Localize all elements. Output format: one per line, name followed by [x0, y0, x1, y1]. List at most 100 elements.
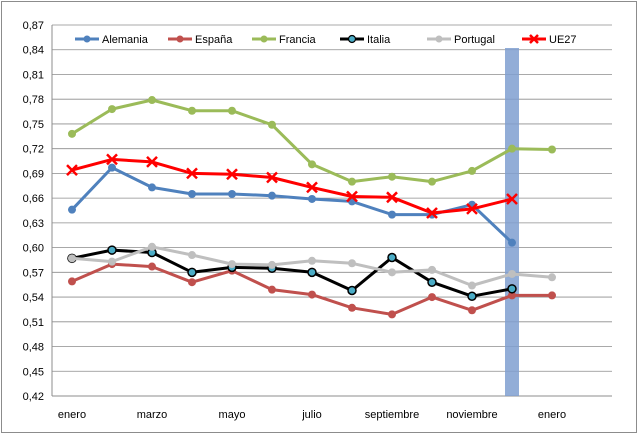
- y-tick-label: 0,60: [23, 243, 44, 255]
- y-tick-label: 0,66: [23, 193, 44, 205]
- data-point-portugal: [308, 256, 316, 265]
- legend-marker-francia: [260, 35, 268, 43]
- data-point-italia: [307, 267, 317, 278]
- data-point-ue27: [66, 164, 78, 176]
- data-point-ue27: [386, 191, 398, 204]
- data-point-portugal: [108, 257, 116, 266]
- data-point-ue27: [266, 171, 278, 184]
- legend-label-alemania: Alemania: [102, 34, 149, 46]
- x-tick-label: mayo: [219, 409, 246, 421]
- y-tick-label: 0,48: [23, 342, 44, 354]
- data-point-espana: [188, 278, 196, 287]
- data-point-francia: [348, 177, 356, 186]
- data-point-portugal: [428, 265, 436, 274]
- series-line-italia: [71, 248, 513, 298]
- data-point-espana: [428, 293, 436, 302]
- data-point-ue27: [346, 190, 358, 203]
- data-point-portugal: [228, 260, 236, 269]
- x-tick-label: julio: [301, 409, 322, 421]
- data-point-espana: [348, 303, 356, 312]
- data-point-francia: [68, 129, 76, 138]
- data-point-ue27: [466, 202, 478, 215]
- data-point-espana: [308, 290, 316, 299]
- data-point-francia: [268, 120, 276, 129]
- y-tick-label: 0,75: [23, 119, 44, 131]
- x-tick-label: enero: [538, 409, 566, 421]
- data-point-espana: [148, 262, 156, 271]
- data-point-portugal: [148, 242, 156, 251]
- data-point-ue27: [306, 181, 318, 194]
- legend-marker-portugal: [435, 35, 443, 43]
- data-point-francia: [428, 177, 436, 186]
- y-tick-label: 0,87: [23, 20, 44, 32]
- data-point-alemania: [108, 163, 116, 172]
- data-point-portugal: [188, 251, 196, 260]
- data-point-alemania: [268, 191, 276, 200]
- data-point-ue27: [226, 168, 238, 181]
- data-point-espana: [468, 306, 476, 315]
- data-point-espana: [548, 291, 556, 300]
- y-tick-label: 0,78: [23, 94, 44, 106]
- data-point-francia: [468, 166, 476, 175]
- data-point-francia: [108, 105, 116, 114]
- y-tick-label: 0,42: [23, 391, 44, 403]
- y-tick-label: 0,45: [23, 366, 44, 378]
- data-point-alemania: [68, 205, 76, 214]
- data-point-italia: [187, 267, 197, 278]
- legend-label-ue27: UE27: [549, 34, 577, 46]
- y-tick-label: 0,69: [23, 168, 44, 180]
- series-line-ue27: [71, 157, 513, 215]
- legend-marker-ue27: [529, 34, 539, 44]
- data-point-ue27: [146, 155, 158, 168]
- y-tick-label: 0,81: [23, 69, 44, 81]
- y-tick-label: 0,54: [23, 292, 44, 304]
- legend-marker-espana: [176, 35, 184, 43]
- data-point-portugal: [388, 268, 396, 277]
- x-tick-label: septiembre: [365, 409, 419, 421]
- data-point-alemania: [228, 190, 236, 199]
- data-point-alemania: [308, 194, 316, 203]
- data-point-francia: [148, 96, 156, 105]
- x-tick-label: noviembre: [446, 409, 497, 421]
- data-point-portugal: [268, 260, 276, 269]
- data-point-ue27: [426, 207, 438, 219]
- data-point-francia: [228, 106, 236, 115]
- data-point-portugal: [468, 281, 476, 290]
- data-point-italia: [347, 285, 357, 296]
- data-point-francia: [308, 160, 316, 169]
- data-point-italia: [387, 252, 397, 263]
- data-point-portugal: [68, 254, 76, 263]
- data-point-espana: [388, 310, 396, 319]
- legend-label-portugal: Portugal: [454, 34, 495, 46]
- data-point-portugal: [348, 259, 356, 268]
- x-tick-label: marzo: [137, 409, 168, 421]
- y-tick-label: 0,72: [23, 144, 44, 156]
- data-point-alemania: [388, 210, 396, 219]
- data-point-espana: [268, 285, 276, 294]
- data-point-alemania: [148, 183, 156, 192]
- data-point-francia: [548, 145, 556, 154]
- x-tick-label: enero: [58, 409, 86, 421]
- y-tick-label: 0,84: [23, 45, 44, 57]
- data-point-portugal: [508, 269, 516, 278]
- legend-label-espana: España: [195, 34, 233, 46]
- y-tick-label: 0,51: [23, 317, 44, 329]
- data-point-espana: [68, 277, 76, 286]
- legend-marker-alemania: [83, 35, 91, 43]
- legend-label-francia: Francia: [279, 34, 317, 46]
- data-point-italia: [427, 277, 437, 287]
- data-point-italia: [107, 245, 117, 255]
- data-point-portugal: [548, 273, 556, 282]
- data-point-italia: [467, 291, 477, 301]
- y-tick-label: 0,57: [23, 267, 44, 279]
- data-point-italia: [507, 284, 517, 294]
- data-point-espana: [508, 291, 516, 300]
- data-point-ue27: [186, 167, 198, 180]
- data-point-alemania: [508, 238, 516, 247]
- data-point-francia: [508, 144, 516, 153]
- highlight-band: [505, 48, 519, 396]
- data-point-francia: [188, 106, 196, 115]
- data-point-francia: [388, 172, 396, 181]
- y-tick-label: 0,63: [23, 218, 44, 230]
